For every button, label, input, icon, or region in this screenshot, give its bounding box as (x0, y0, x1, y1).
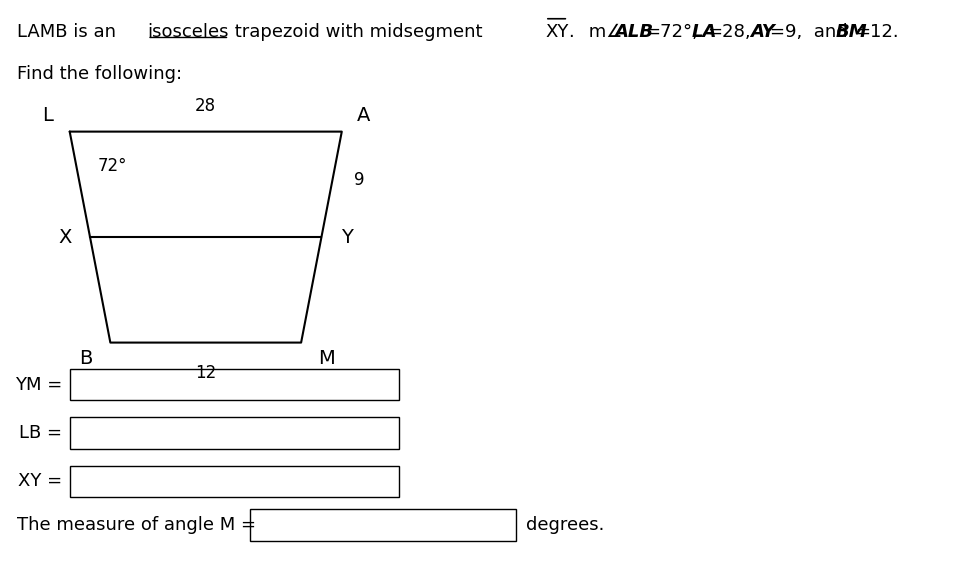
Text: =12.: =12. (855, 23, 898, 41)
Text: 28: 28 (196, 97, 216, 115)
Text: LA: LA (691, 23, 716, 41)
FancyBboxPatch shape (70, 369, 399, 400)
FancyBboxPatch shape (250, 509, 516, 541)
Text: Find the following:: Find the following: (17, 65, 183, 83)
Text: trapezoid with midsegment: trapezoid with midsegment (229, 23, 489, 41)
Text: X: X (58, 228, 72, 247)
Text: =72°,: =72°, (645, 23, 698, 41)
Text: XY =: XY = (17, 473, 62, 490)
Text: =9,  and: =9, and (770, 23, 853, 41)
Text: m∠: m∠ (583, 23, 622, 41)
Text: B: B (78, 349, 92, 368)
Text: =28,: =28, (708, 23, 751, 41)
Text: AY: AY (750, 23, 775, 41)
Text: 9: 9 (353, 171, 364, 189)
Text: ALB: ALB (614, 23, 652, 41)
Text: 72°: 72° (98, 157, 128, 175)
Text: The measure of angle M =: The measure of angle M = (17, 516, 257, 534)
Text: A: A (357, 106, 371, 126)
Text: isosceles: isosceles (147, 23, 228, 41)
Text: degrees.: degrees. (526, 516, 604, 534)
Text: L: L (43, 106, 53, 126)
Text: 12: 12 (196, 364, 217, 382)
FancyBboxPatch shape (70, 417, 399, 449)
Text: XY: XY (545, 23, 568, 41)
Text: .: . (568, 23, 574, 41)
Text: BM: BM (835, 23, 867, 41)
Text: LAMB is an: LAMB is an (17, 23, 122, 41)
FancyBboxPatch shape (70, 466, 399, 497)
Text: YM =: YM = (15, 376, 62, 394)
Text: Y: Y (341, 228, 352, 247)
Text: LB =: LB = (19, 424, 62, 442)
Text: M: M (318, 349, 335, 368)
